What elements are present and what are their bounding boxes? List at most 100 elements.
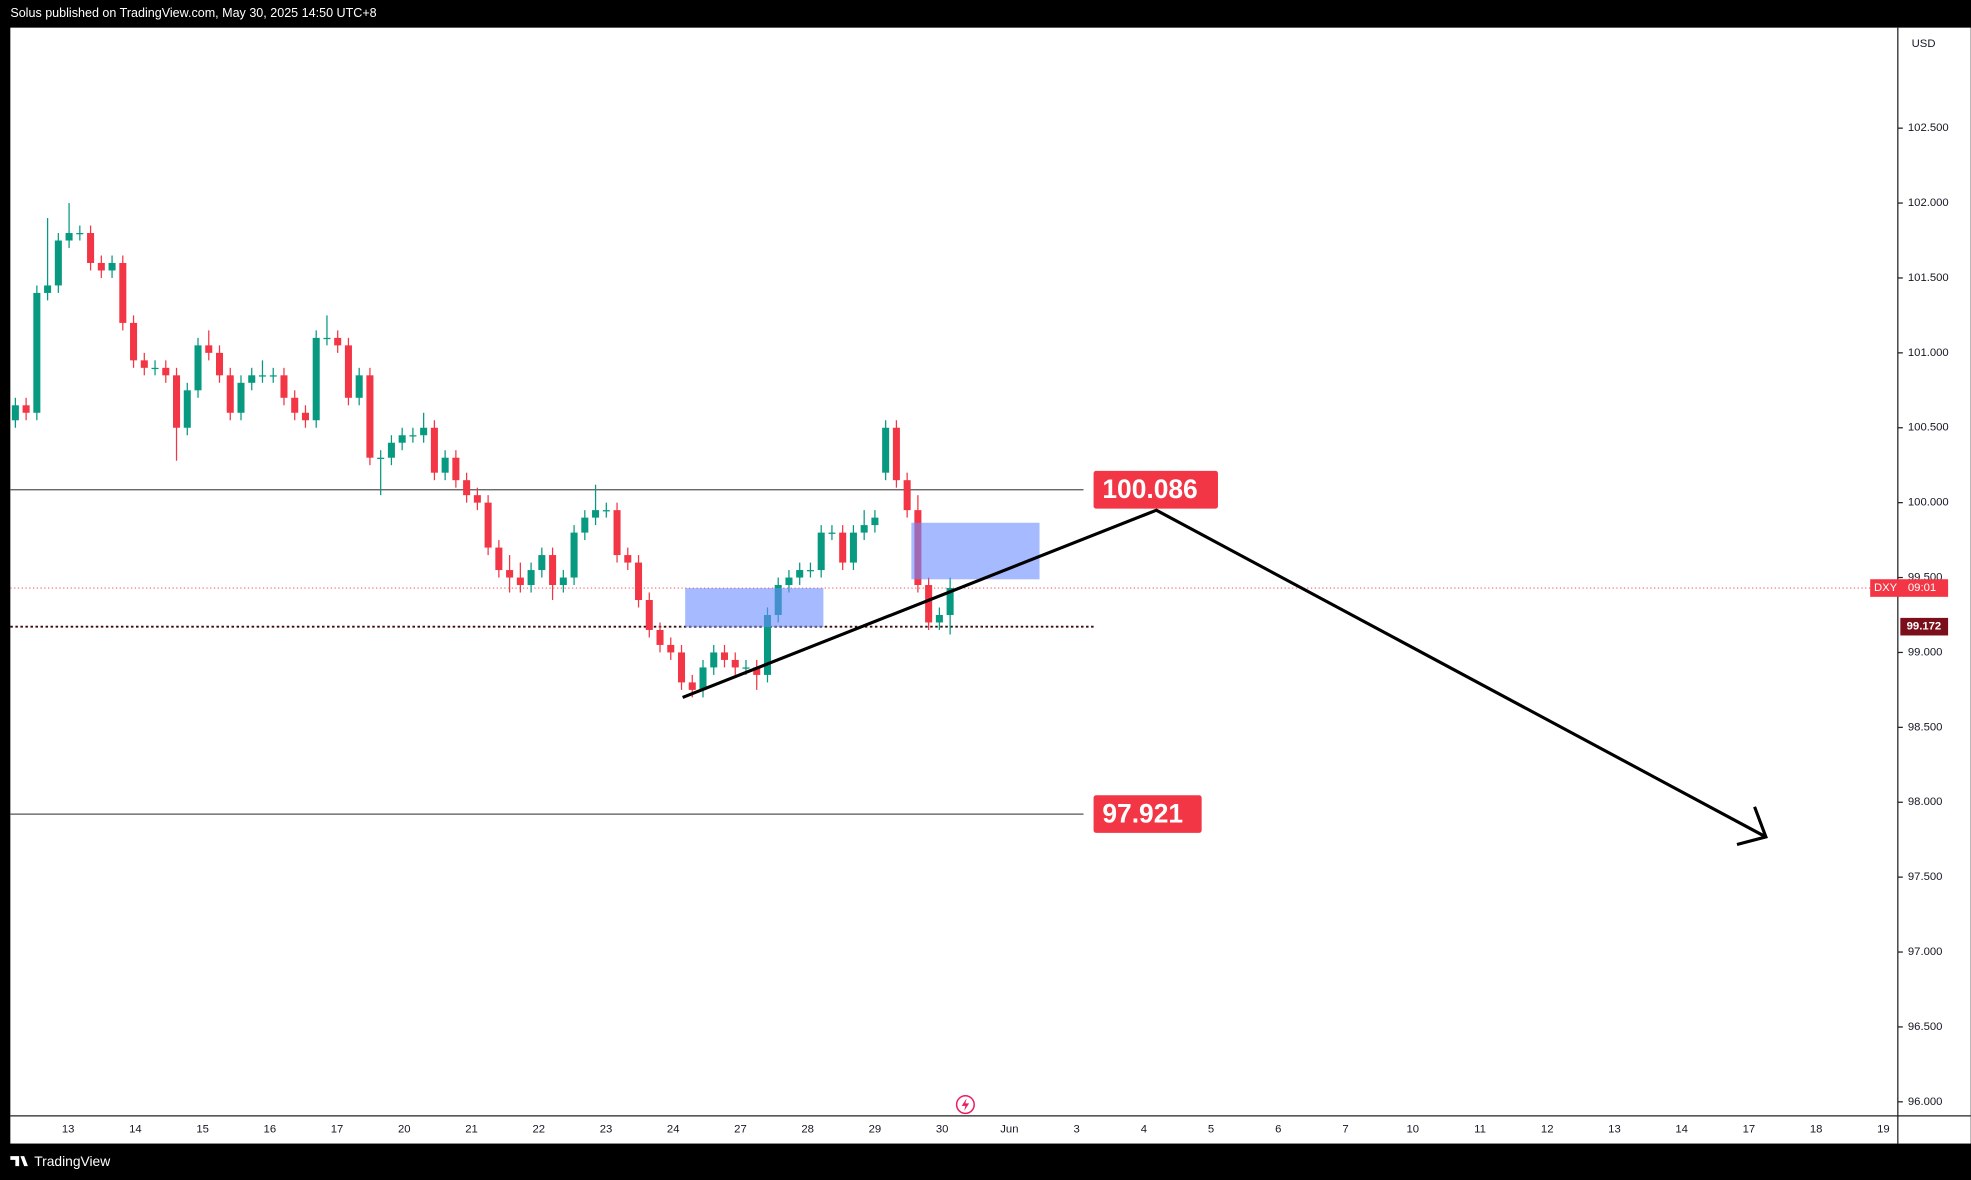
candle-body (624, 555, 632, 563)
candle-body (892, 427, 900, 481)
y-tick-label: 97.000 (1908, 946, 1943, 958)
x-tick-label: 29 (869, 1124, 882, 1136)
candle-body (119, 262, 127, 323)
x-tick-label: 10 (1406, 1124, 1419, 1136)
candle-body (65, 233, 73, 241)
candle-body (248, 375, 256, 383)
x-tick-label: 22 (532, 1124, 545, 1136)
candle-body (312, 337, 320, 421)
y-tick-label: 98.000 (1908, 796, 1943, 808)
x-tick-label: 13 (1608, 1124, 1621, 1136)
candle-body (731, 659, 739, 668)
y-tick-label: 102.500 (1908, 122, 1949, 134)
y-tick-label: 101.500 (1908, 272, 1949, 284)
x-tick-label: 3 (1073, 1124, 1079, 1136)
candle-body (817, 532, 825, 571)
candle-body (130, 322, 138, 361)
candle-body (87, 233, 95, 263)
x-tick-label: 14 (129, 1124, 142, 1136)
x-tick-label: 21 (465, 1124, 478, 1136)
marker-level-box (1900, 617, 1949, 636)
candle-body (710, 652, 718, 668)
candle-body (54, 240, 62, 286)
candle-body (677, 652, 686, 683)
footer-logo (10, 1156, 28, 1167)
candle-body (602, 510, 610, 512)
candle-body (903, 480, 911, 511)
candle-body (506, 570, 514, 578)
candle-body (796, 570, 804, 578)
candle-body (76, 233, 84, 235)
level-label: 97.921 (1102, 798, 1183, 828)
x-tick-label: 14 (1675, 1124, 1688, 1136)
last-price-box (1870, 579, 1949, 597)
candle-body (753, 667, 761, 675)
candle-body (377, 457, 385, 459)
zone-box (911, 522, 1040, 580)
level-label: 100.086 (1102, 474, 1197, 504)
y-tick-label: 100.000 (1908, 497, 1949, 509)
countdown-label: 09:01 (1908, 582, 1936, 594)
level-label-box (1093, 470, 1218, 509)
candle-body (806, 570, 814, 572)
arrow-head (1736, 806, 1768, 846)
candle-body (194, 345, 202, 391)
y-tick-label: 99.000 (1908, 646, 1943, 658)
level-label-box (1093, 795, 1202, 833)
x-tick-label: 20 (398, 1124, 411, 1136)
candle-body (559, 577, 567, 586)
candle-body (323, 337, 331, 340)
x-tick-label: 11 (1474, 1124, 1486, 1136)
candle-body (656, 629, 664, 645)
candle-body (420, 427, 428, 436)
candle-body (269, 375, 277, 377)
candle-body (549, 555, 557, 586)
x-tick-label: Jun (1000, 1124, 1018, 1136)
candle-body (215, 352, 224, 376)
candle-body (205, 345, 213, 353)
x-tick-label: 23 (600, 1124, 613, 1136)
candle-body (301, 412, 309, 421)
candle-body (946, 588, 954, 615)
y-tick-label: 97.500 (1908, 871, 1943, 883)
candle-body (613, 510, 621, 556)
candle-body (226, 375, 234, 413)
candle-body (699, 667, 707, 690)
footer-brand: TradingView (34, 1153, 111, 1169)
candle-body (409, 435, 417, 437)
candle-body (828, 532, 836, 534)
candle-body (452, 457, 460, 481)
y-tick-label: 101.000 (1908, 347, 1949, 359)
y-tick-label: 100.500 (1908, 422, 1949, 434)
candle-body (355, 375, 363, 398)
marker-level-label: 99.172 (1907, 621, 1942, 633)
candle-body (33, 292, 41, 413)
candle-body (516, 577, 524, 586)
candle-body (291, 397, 299, 413)
x-tick-label: 12 (1541, 1124, 1554, 1136)
y-tick-label: 96.000 (1908, 1096, 1943, 1108)
candle-body (742, 667, 750, 669)
x-tick-label: 27 (734, 1124, 747, 1136)
candle-body (839, 532, 847, 563)
x-tick-label: 17 (1743, 1124, 1756, 1136)
x-tick-label: 18 (1810, 1124, 1823, 1136)
symbol-label: DXY (1874, 582, 1898, 594)
candle-body (688, 682, 696, 690)
projection-line (682, 508, 1767, 839)
y-tick-label: 96.500 (1908, 1021, 1943, 1033)
header-text: Solus published on TradingView.com, May … (10, 6, 376, 20)
currency-label: USD (1912, 38, 1936, 50)
x-tick-label: 24 (667, 1124, 680, 1136)
x-tick-label: 7 (1342, 1124, 1348, 1136)
candle-body (387, 442, 395, 458)
candle-body (935, 614, 943, 623)
candle-body (334, 337, 342, 346)
candle-body (11, 405, 19, 421)
candle-body (592, 510, 600, 518)
candle-body (495, 547, 503, 571)
candle-body (441, 457, 449, 473)
x-tick-label: 13 (62, 1124, 75, 1136)
candle-body (173, 375, 181, 428)
